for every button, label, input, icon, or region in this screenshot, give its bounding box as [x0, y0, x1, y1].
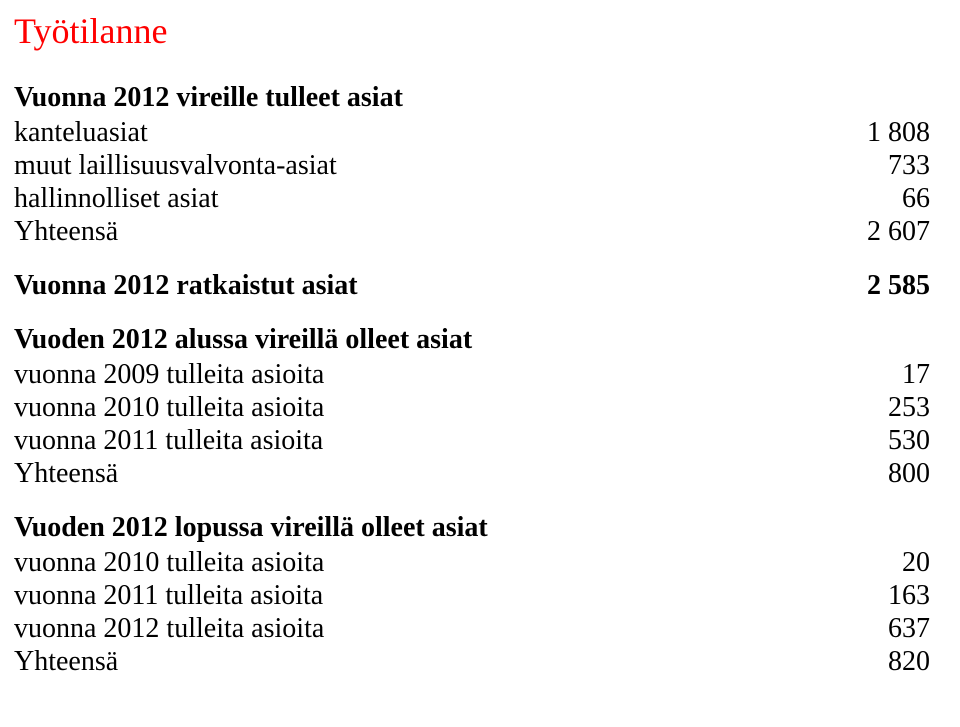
table-row: vuonna 2011 tulleita asioita 530 — [14, 424, 930, 457]
heading-value: 2 585 — [867, 270, 930, 302]
heading-label: Vuonna 2012 ratkaistut asiat — [14, 270, 358, 302]
row-label: vuonna 2010 tulleita asioita — [14, 546, 324, 579]
section-heading: Vuoden 2012 lopussa vireillä olleet asia… — [14, 512, 930, 544]
table-row: vuonna 2012 tulleita asioita 637 — [14, 612, 930, 645]
table-row: vuonna 2011 tulleita asioita 163 — [14, 579, 930, 612]
row-label: hallinnolliset asiat — [14, 182, 219, 215]
table-row: vuonna 2010 tulleita asioita 253 — [14, 391, 930, 424]
row-label: Yhteensä — [14, 457, 118, 490]
row-value: 637 — [888, 612, 930, 645]
table-row: vuonna 2010 tulleita asioita 20 — [14, 546, 930, 579]
row-value: 2 607 — [867, 215, 930, 248]
table-row: Yhteensä 820 — [14, 645, 930, 678]
row-value: 530 — [888, 424, 930, 457]
row-value: 20 — [902, 546, 930, 579]
page-title: Työtilanne — [14, 10, 930, 52]
row-label: vuonna 2009 tulleita asioita — [14, 358, 324, 391]
document-page: Työtilanne Vuonna 2012 vireille tulleet … — [0, 0, 960, 698]
row-label: vuonna 2012 tulleita asioita — [14, 612, 324, 645]
table-row: vuonna 2009 tulleita asioita 17 — [14, 358, 930, 391]
row-value: 163 — [888, 579, 930, 612]
table-row: hallinnolliset asiat 66 — [14, 182, 930, 215]
row-label: Yhteensä — [14, 645, 118, 678]
row-label: kanteluasiat — [14, 116, 148, 149]
section-heading: Vuonna 2012 vireille tulleet asiat — [14, 82, 930, 114]
section-heading: Vuoden 2012 alussa vireillä olleet asiat — [14, 324, 930, 356]
row-label: Yhteensä — [14, 215, 118, 248]
table-row: muut laillisuusvalvonta-asiat 733 — [14, 149, 930, 182]
row-label: vuonna 2011 tulleita asioita — [14, 579, 323, 612]
section-heading: Vuonna 2012 ratkaistut asiat 2 585 — [14, 270, 930, 302]
row-value: 800 — [888, 457, 930, 490]
table-row: kanteluasiat 1 808 — [14, 116, 930, 149]
row-value: 253 — [888, 391, 930, 424]
table-row: Yhteensä 2 607 — [14, 215, 930, 248]
row-label: vuonna 2010 tulleita asioita — [14, 391, 324, 424]
row-value: 1 808 — [867, 116, 930, 149]
table-row: Yhteensä 800 — [14, 457, 930, 490]
row-value: 66 — [902, 182, 930, 215]
row-label: vuonna 2011 tulleita asioita — [14, 424, 323, 457]
row-label: muut laillisuusvalvonta-asiat — [14, 149, 337, 182]
row-value: 17 — [902, 358, 930, 391]
row-value: 820 — [888, 645, 930, 678]
row-value: 733 — [888, 149, 930, 182]
